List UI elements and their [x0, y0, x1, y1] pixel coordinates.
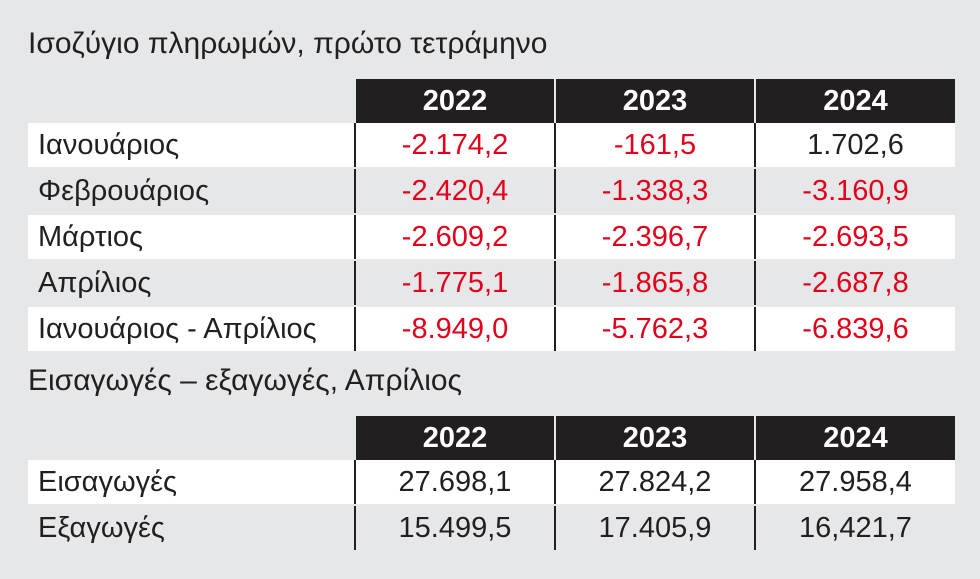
table-cell-value: 15.499,5 [354, 505, 555, 552]
column-header-year: 2024 [754, 416, 955, 460]
table-cell-value: -6.839,6 [754, 306, 955, 353]
table-cell-value: -3.160,9 [754, 168, 955, 215]
table-cell-value: 16,421,7 [754, 505, 955, 552]
table-cell-value: -2.687,8 [754, 260, 955, 307]
table-cell-value: -1.775,1 [354, 260, 555, 307]
column-header-year: 2024 [754, 79, 955, 123]
table-title-balance-of-payments: Ισοζύγιο πληρωμών, πρώτο τετράμηνο [28, 27, 548, 60]
column-header-year: 2023 [554, 416, 755, 460]
row-label: Μάρτιος [28, 214, 355, 261]
table-cell-value: 17.405,9 [554, 505, 755, 552]
table-cell-value: -8.949,0 [354, 306, 555, 353]
header-row: 2022 2023 2024 [28, 416, 955, 460]
table-cell-value: -1.338,3 [554, 168, 755, 215]
row-label: Ιανουάριος - Απρίλιος [28, 306, 355, 353]
row-label: Εξαγωγές [28, 505, 355, 552]
table-cell-value: -2.396,7 [554, 214, 755, 261]
table-cell-value: -2.693,5 [754, 214, 955, 261]
header-blank-cell [28, 416, 355, 460]
table-cell-value: -2.420,4 [354, 168, 555, 215]
table-row: Μάρτιος -2.609,2 -2.396,7 -2.693,5 [28, 214, 955, 261]
imports-exports-table: 2022 2023 2024 Εισαγωγές 27.698,1 27.824,2 27… [28, 416, 955, 552]
header-row: 2022 2023 2024 [28, 79, 955, 123]
row-label: Απρίλιος [28, 260, 355, 307]
table-cell-value: -161,5 [554, 123, 755, 169]
table-cell-value: -5.762,3 [554, 306, 755, 353]
table-cell-value: 1.702,6 [754, 123, 955, 169]
table-title-imports-exports: Εισαγωγές – εξαγωγές, Απρίλιος [28, 364, 463, 397]
header-blank-cell [28, 79, 355, 123]
table-cell-value: -2.609,2 [354, 214, 555, 261]
table-cell-value: -2.174,2 [354, 123, 555, 169]
table-row: Ιανουάριος - Απρίλιος -8.949,0 -5.762,3 -6.… [28, 306, 955, 353]
column-header-year: 2022 [354, 79, 555, 123]
balance-of-payments-table: 2022 2023 2024 Ιανουάριος -2.174,2 -161,5 1.7… [28, 79, 955, 353]
row-label: Εισαγωγές [28, 460, 355, 506]
column-header-year: 2022 [354, 416, 555, 460]
table-cell-value: -1.865,8 [554, 260, 755, 307]
table-row: Εισαγωγές 27.698,1 27.824,2 27.958,4 [28, 460, 955, 506]
column-header-year: 2023 [554, 79, 755, 123]
row-label: Ιανουάριος [28, 123, 355, 169]
table-row: Ιανουάριος -2.174,2 -161,5 1.702,6 [28, 123, 955, 169]
table-row: Εξαγωγές 15.499,5 17.405,9 16,421,7 [28, 505, 955, 552]
table-row: Φεβρουάριος -2.420,4 -1.338,3 -3.160,9 [28, 168, 955, 215]
table-cell-value: 27.958,4 [754, 460, 955, 506]
table-row: Απρίλιος -1.775,1 -1.865,8 -2.687,8 [28, 260, 955, 307]
row-label: Φεβρουάριος [28, 168, 355, 215]
table-cell-value: 27.698,1 [354, 460, 555, 506]
table-cell-value: 27.824,2 [554, 460, 755, 506]
